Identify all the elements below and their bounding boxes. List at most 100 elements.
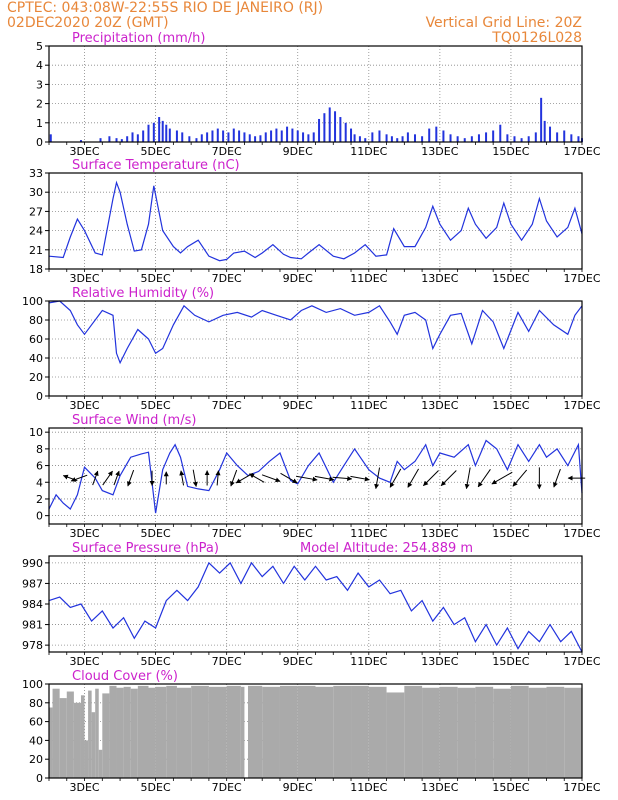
pressure-frame — [48, 555, 583, 653]
cloud-bar — [66, 691, 74, 778]
cloud-bar — [208, 686, 227, 778]
precip-bar — [435, 126, 438, 142]
x-tick-label: 15DEC — [492, 399, 529, 412]
cloud-bar — [59, 698, 67, 778]
x-tick-label: 13DEC — [421, 527, 458, 540]
x-tick-label: 5DEC — [141, 655, 171, 668]
precip-bar — [358, 136, 361, 142]
header-run-id: TQ0126L028 — [492, 30, 582, 46]
wind-arrow — [423, 470, 439, 487]
precip-bar — [243, 132, 246, 142]
wind-arrow — [491, 471, 513, 485]
y-tick-label: 0 — [36, 772, 43, 785]
y-tick-label: 30 — [29, 186, 43, 199]
y-tick-label: 10 — [29, 426, 43, 439]
pressure-line — [48, 561, 583, 653]
cloud-bar — [109, 685, 117, 778]
precip-bar — [334, 111, 337, 142]
y-tick-label: 18 — [29, 263, 43, 276]
x-tick-label: 11DEC — [350, 781, 387, 794]
cloud-bar — [123, 686, 131, 778]
y-tick-label: 6 — [36, 460, 43, 473]
cloud-bar — [422, 687, 440, 778]
precip-bar — [371, 132, 374, 142]
y-tick-label: 27 — [29, 205, 43, 218]
precip-bar — [270, 130, 273, 142]
x-tick-label: 5DEC — [141, 145, 171, 158]
precip-bar — [238, 130, 241, 142]
precip-bar — [318, 118, 321, 142]
precip-bar — [195, 138, 198, 142]
wind-arrow — [332, 476, 353, 482]
precip-bar — [540, 97, 543, 142]
precip-bar — [485, 132, 488, 142]
wind-panel: Surface Wind (m/s) 3DEC 5DEC 7DEC 9DEC 11DEC 1… — [29, 413, 601, 540]
cloud-cover-panel: Cloud Cover (%) 3DEC 5DEC 7DEC 9DEC 11DEC 13DE… — [22, 669, 601, 794]
precip-bar — [364, 138, 367, 142]
wind-arrow — [477, 469, 491, 488]
precip-bar — [216, 128, 219, 142]
precip-bar — [152, 122, 155, 142]
precip-bar — [211, 130, 214, 142]
precip-bar — [556, 132, 559, 142]
precip-bar — [339, 117, 342, 142]
cloud-bar — [116, 687, 124, 778]
precip-bar — [280, 130, 283, 142]
precip-bar — [396, 138, 399, 142]
wind-frame — [48, 427, 583, 525]
precip-bar — [296, 130, 299, 142]
cloud-bar — [528, 687, 547, 778]
precip-bar — [147, 124, 150, 142]
precip-bar — [307, 134, 310, 142]
cloud-bar — [98, 749, 103, 778]
y-tick-label: 4 — [36, 476, 43, 489]
x-tick-label: 3DEC — [69, 655, 99, 668]
header-datetime: 02DEC2020 20Z (GMT) — [7, 15, 169, 31]
precip-bar — [120, 139, 123, 142]
precip-bar — [385, 134, 388, 142]
cloud-bar — [226, 685, 241, 778]
cloud-bar — [84, 740, 89, 778]
x-tick-label: 17DEC — [563, 272, 600, 285]
precip-bar — [378, 130, 381, 142]
precip-bar — [463, 138, 466, 142]
y-tick-label: 20 — [29, 371, 43, 384]
x-tick-label: 11DEC — [350, 527, 387, 540]
precip-bar — [513, 136, 516, 142]
precip-bar — [126, 136, 129, 142]
y-tick-label: 3 — [36, 78, 43, 91]
precip-bar — [563, 130, 566, 142]
cloud-bar — [49, 707, 53, 778]
wind-arrow — [314, 475, 335, 482]
precip-bar — [227, 132, 230, 142]
wind-arrow — [280, 472, 298, 484]
precip-bar — [188, 136, 191, 142]
header-grid-note: Vertical Grid Line: 20Z — [425, 15, 582, 31]
wind-arrow — [464, 467, 471, 490]
precip-bar — [520, 138, 523, 142]
cloud-bar — [279, 685, 298, 778]
precip-bar — [259, 135, 262, 142]
precip-bar — [449, 134, 452, 142]
temperature-title: Surface Temperature (nC) — [72, 158, 240, 173]
wind-arrow — [295, 475, 318, 482]
precip-bar — [534, 132, 537, 142]
temperature-line — [48, 180, 583, 262]
x-tick-label: 13DEC — [421, 399, 458, 412]
y-tick-label: 0 — [36, 136, 43, 149]
y-tick-label: 4 — [36, 59, 43, 72]
pressure-panel: Surface Pressure (hPa) Model Altitude: 25… — [22, 541, 601, 668]
cloud-bar — [73, 702, 81, 778]
precip-bar — [248, 134, 251, 142]
cloud-bar — [80, 695, 85, 778]
wind-arrow — [215, 470, 221, 486]
y-tick-label: 100 — [22, 678, 43, 691]
precip-bar — [49, 134, 52, 142]
precip-bar — [353, 134, 356, 142]
x-tick-label: 17DEC — [563, 655, 600, 668]
cloud-bar — [368, 686, 387, 778]
y-tick-label: 0 — [36, 390, 43, 403]
cloud-bar — [191, 685, 209, 778]
y-tick-label: 984 — [22, 598, 43, 611]
humidity-title: Relative Humidity (%) — [72, 286, 214, 301]
